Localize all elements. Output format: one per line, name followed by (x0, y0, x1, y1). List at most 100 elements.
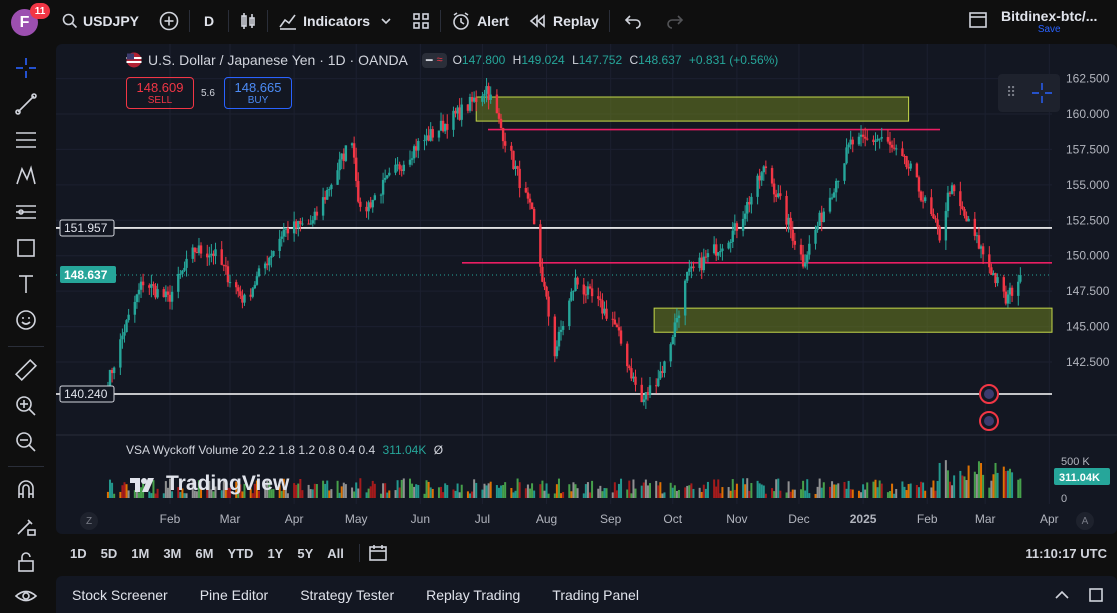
buy-button[interactable]: 148.665 BUY (224, 77, 292, 109)
candle-body (843, 163, 846, 181)
lock-drawing-tool[interactable] (12, 512, 40, 540)
chevron-up-icon[interactable] (1053, 586, 1071, 604)
candle-body (671, 336, 674, 345)
tab-pine-editor[interactable]: Pine Editor (199, 586, 269, 603)
candle-body (663, 361, 666, 373)
candle-body (1010, 287, 1014, 296)
range-button-1m[interactable]: 1M (131, 545, 150, 561)
tab-stock-screener[interactable]: Stock Screener (72, 586, 168, 603)
visibility-tool[interactable] (12, 582, 40, 610)
volume-bar (195, 491, 198, 498)
drawing-overlay-widget[interactable]: ⠿ (998, 74, 1060, 112)
time-axis-label: May (345, 512, 368, 526)
volume-bar (541, 480, 544, 498)
range-button-ytd[interactable]: YTD (227, 545, 254, 561)
candle-body (791, 229, 794, 241)
candle-body (199, 245, 203, 254)
range-button-all[interactable]: All (327, 545, 344, 561)
fib-tool[interactable] (12, 126, 40, 154)
magnet-tool[interactable] (12, 476, 40, 504)
emoji-tool[interactable] (12, 306, 40, 334)
volume-bar (396, 480, 399, 498)
volume-bar (427, 481, 430, 498)
range-button-1y[interactable]: 1Y (267, 545, 284, 561)
range-button-6m[interactable]: 6M (195, 545, 214, 561)
volume-bar (843, 481, 846, 498)
volume-bar (121, 485, 124, 498)
volume-bar (183, 493, 186, 498)
volume-bar (516, 478, 519, 498)
sell-button[interactable]: 148.609 SELL (126, 77, 194, 109)
tab-trading-panel[interactable]: Trading Panel (552, 586, 639, 603)
range-button-1d[interactable]: 1D (70, 545, 87, 561)
maximize-icon[interactable] (1087, 586, 1105, 604)
candle-body (408, 159, 412, 165)
volume-bar (425, 480, 428, 498)
tradingview-logo[interactable]: TradingView (128, 472, 289, 496)
ruler-tool[interactable] (12, 356, 40, 384)
volume-bar (574, 484, 577, 498)
candle-body (181, 270, 184, 274)
text-tool[interactable] (12, 270, 40, 298)
volume-bar (756, 480, 759, 498)
layouts-button[interactable] (402, 0, 440, 42)
volume-bar (731, 479, 734, 498)
pattern-tool[interactable] (12, 162, 40, 190)
alert-button[interactable]: Alert (441, 0, 519, 42)
volume-bar (489, 481, 492, 498)
candle-body (756, 175, 759, 197)
shape-tool[interactable] (12, 234, 40, 262)
compare-button[interactable] (149, 0, 189, 42)
projection-tool[interactable] (12, 198, 40, 226)
volume-bar (336, 480, 339, 498)
candle-body (909, 163, 912, 169)
volume-bar (357, 488, 360, 498)
candle-body (119, 339, 122, 368)
price-chart[interactable]: 162.500 160.000 157.500 155.000 152.500 150.0… (56, 44, 1117, 534)
candle-body (164, 291, 168, 298)
tab-strategy-tester[interactable]: Strategy Tester (300, 586, 395, 603)
crosshair-tool[interactable] (12, 54, 40, 82)
volume-bar (264, 484, 267, 498)
volume-bar (845, 488, 848, 498)
volume-bar (576, 488, 579, 498)
volume-bar (996, 472, 999, 498)
volume-bar (675, 490, 678, 498)
candle-body (239, 291, 242, 296)
candle-body (901, 148, 904, 157)
volume-bar (994, 462, 997, 498)
fullscreen-button[interactable] (968, 10, 988, 35)
indicators-button[interactable]: Indicators (268, 0, 402, 42)
range-button-3m[interactable]: 3M (163, 545, 182, 561)
redo-button[interactable] (656, 0, 694, 42)
volume-bar (456, 483, 459, 498)
volume-bar (874, 479, 877, 498)
legend-toggle[interactable]: ━ ≈ (421, 52, 447, 68)
interval-button[interactable]: D (190, 0, 228, 42)
symbol-search-button[interactable]: USDJPY (52, 0, 149, 42)
volume-axis-label: 0 (1061, 493, 1067, 505)
lock-tool[interactable] (12, 548, 40, 576)
chart-type-button[interactable] (229, 0, 267, 42)
range-button-5d[interactable]: 5D (100, 545, 118, 561)
candle-body (429, 129, 432, 141)
replay-button[interactable]: Replay (519, 0, 609, 42)
candle-body (729, 241, 732, 243)
candle-body (224, 265, 228, 267)
auto-scale-button[interactable]: A (1076, 512, 1094, 530)
candle-body (690, 266, 693, 269)
tab-replay-trading[interactable]: Replay Trading (426, 586, 521, 603)
timezone-z-button[interactable]: Z (80, 512, 98, 530)
volume-bar (903, 486, 906, 498)
date-range-icon[interactable] (368, 543, 388, 563)
alarm-clock-icon (453, 12, 469, 30)
undo-button[interactable] (610, 0, 656, 42)
zoom-in-tool[interactable] (12, 392, 40, 420)
utc-clock[interactable]: 11:10:17 UTC (1025, 545, 1107, 561)
range-button-5y[interactable]: 5Y (297, 545, 314, 561)
layout-save-menu[interactable]: Bitdinex-btc/... Save (1001, 8, 1097, 35)
trendline-tool[interactable] (12, 90, 40, 118)
zoom-out-tool[interactable] (12, 428, 40, 456)
volume-bar (613, 482, 616, 498)
chart-panel[interactable]: 162.500 160.000 157.500 155.000 152.500 150.0… (56, 44, 1117, 534)
